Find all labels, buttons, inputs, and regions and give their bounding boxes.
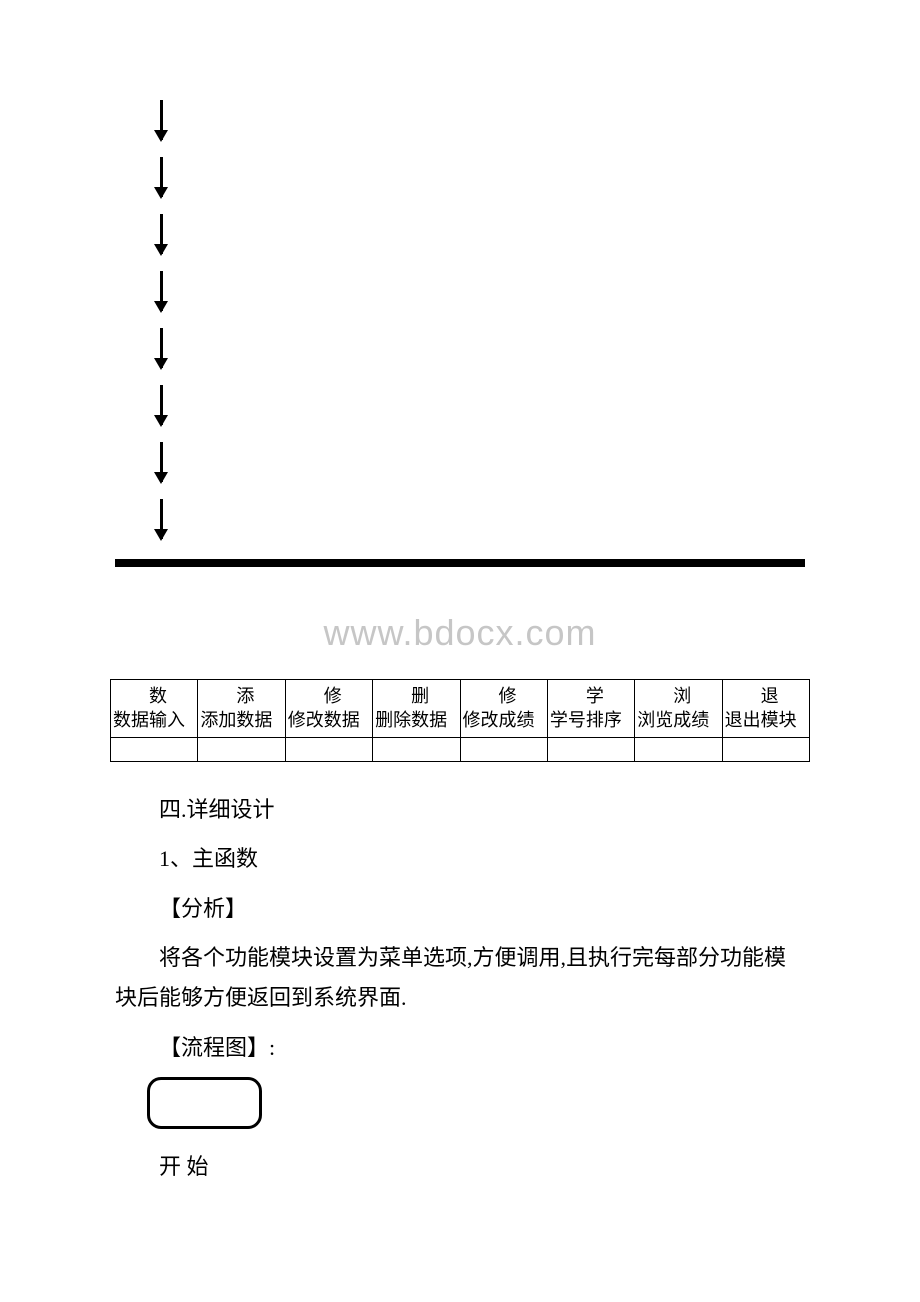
down-arrow-icon <box>160 385 163 425</box>
table-cell <box>285 737 372 761</box>
table-row: 数数据输入 添添加数据 修修改数据 删删除数据 修修改成绩 学学号排序 浏浏览成… <box>111 680 810 738</box>
table-row <box>111 737 810 761</box>
cell-line1: 学 <box>550 686 604 706</box>
item-title: 1、主函数 <box>115 839 805 879</box>
down-arrow-icon <box>160 214 163 254</box>
table-cell <box>547 737 634 761</box>
analysis-text: 将各个功能模块设置为菜单选项,方便调用,且执行完每部分功能模块后能够方便返回到系… <box>115 938 805 1017</box>
flowchart-label: 【流程图】: <box>115 1028 805 1068</box>
down-arrow-icon <box>160 157 163 197</box>
start-label: 开 始 <box>115 1147 805 1187</box>
table-cell <box>635 737 722 761</box>
down-arrow-icon <box>160 328 163 368</box>
table-cell <box>722 737 809 761</box>
cell-line1: 退 <box>725 686 779 706</box>
cell-line2: 浏览成绩 <box>637 710 709 730</box>
cell-line1: 修 <box>463 686 517 706</box>
cell-line2: 数据输入 <box>113 710 185 730</box>
table-cell: 数数据输入 <box>111 680 198 738</box>
cell-line1: 删 <box>375 686 429 706</box>
divider-line <box>115 559 805 567</box>
cell-line1: 数 <box>113 686 167 706</box>
table-cell <box>460 737 547 761</box>
table-cell <box>198 737 285 761</box>
down-arrow-icon <box>160 499 163 539</box>
table-cell: 添添加数据 <box>198 680 285 738</box>
table-cell <box>373 737 460 761</box>
table-cell <box>111 737 198 761</box>
content-section: 四.详细设计 1、主函数 【分析】 将各个功能模块设置为菜单选项,方便调用,且执… <box>0 762 920 1187</box>
arrows-section <box>0 0 920 539</box>
cell-line1: 修 <box>288 686 342 706</box>
cell-line2: 删除数据 <box>375 710 447 730</box>
cell-line2: 添加数据 <box>200 710 272 730</box>
table-cell: 学学号排序 <box>547 680 634 738</box>
watermark-text: www.bdocx.com <box>0 612 920 654</box>
cell-line2: 修改数据 <box>288 710 360 730</box>
table-cell: 修修改成绩 <box>460 680 547 738</box>
table-cell: 修修改数据 <box>285 680 372 738</box>
table-cell: 退退出模块 <box>722 680 809 738</box>
section-title: 四.详细设计 <box>115 790 805 830</box>
down-arrow-icon <box>160 100 163 140</box>
modules-table: 数数据输入 添添加数据 修修改数据 删删除数据 修修改成绩 学学号排序 浏浏览成… <box>110 679 810 762</box>
cell-line1: 浏 <box>637 686 691 706</box>
cell-line2: 退出模块 <box>725 710 797 730</box>
flowchart-start-box <box>147 1077 262 1129</box>
cell-line2: 修改成绩 <box>463 710 535 730</box>
table-cell: 浏浏览成绩 <box>635 680 722 738</box>
down-arrow-icon <box>160 442 163 482</box>
down-arrow-icon <box>160 271 163 311</box>
table-cell: 删删除数据 <box>373 680 460 738</box>
cell-line2: 学号排序 <box>550 710 622 730</box>
analysis-label: 【分析】 <box>115 889 805 929</box>
cell-line1: 添 <box>200 686 254 706</box>
